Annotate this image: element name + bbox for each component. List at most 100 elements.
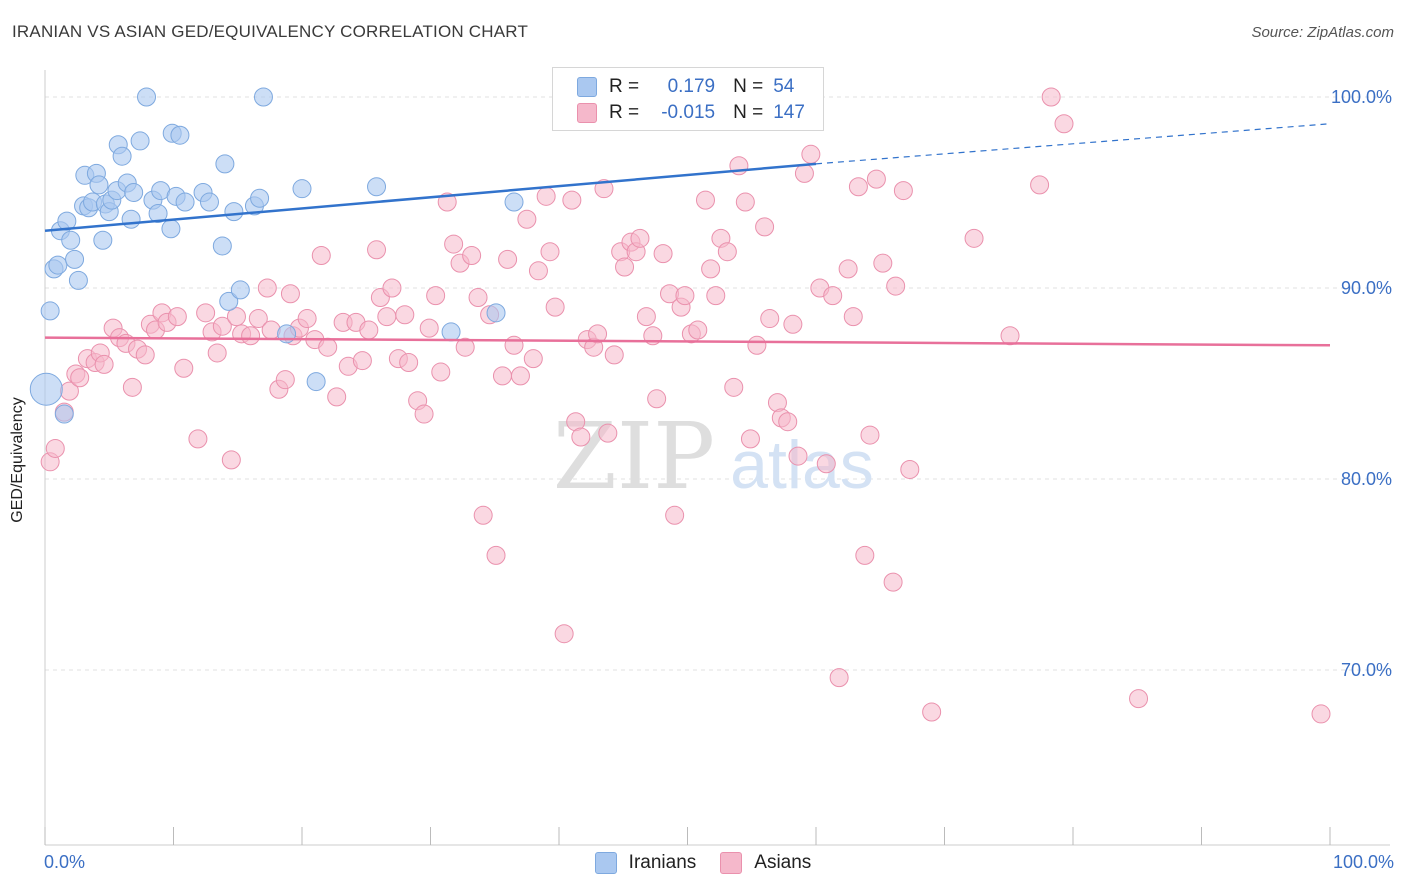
iranians-trendline	[44, 162, 817, 232]
asian-point	[352, 351, 372, 371]
iranian-point	[486, 303, 506, 323]
iranian-point	[306, 372, 326, 392]
asian-point	[426, 286, 446, 306]
legend-item-asians[interactable]: Asians	[720, 852, 811, 874]
asian-point	[70, 368, 90, 388]
legend-label-iranians: Iranians	[628, 852, 697, 873]
asian-point	[510, 366, 530, 386]
axes	[44, 70, 1390, 846]
iranian-point	[175, 192, 195, 212]
asian-point	[598, 423, 618, 443]
legend-n-value: 147	[773, 102, 805, 123]
iranian-point	[253, 87, 273, 107]
asian-point	[318, 337, 338, 357]
asian-point	[893, 181, 913, 201]
asian-point	[883, 572, 903, 592]
asian-point	[873, 253, 893, 273]
iranian-point	[40, 301, 60, 321]
iranians-points	[29, 87, 704, 424]
asian-point	[275, 370, 295, 390]
asian-point	[248, 309, 268, 329]
legend-label-asians: Asians	[754, 852, 812, 873]
asian-point	[257, 278, 277, 298]
asian-point	[382, 278, 402, 298]
asian-point	[688, 320, 708, 340]
asian-point	[196, 303, 216, 323]
iranian-point	[212, 236, 232, 256]
asian-point	[755, 217, 775, 237]
legend-swatch-asians	[720, 852, 743, 874]
iranian-point	[215, 154, 235, 174]
asian-point	[395, 305, 415, 325]
iranian-point	[199, 192, 219, 212]
asian-point	[1054, 114, 1074, 134]
asian-point	[536, 186, 556, 206]
iranian-point	[68, 270, 88, 290]
asian-point	[675, 286, 695, 306]
asian-point	[562, 190, 582, 210]
iranian-point	[57, 211, 77, 231]
asian-point	[747, 335, 767, 355]
asian-point	[359, 320, 379, 340]
iranian-point	[250, 188, 270, 208]
asian-point	[473, 505, 493, 525]
asian-point	[701, 259, 721, 279]
asian-point	[860, 425, 880, 445]
asian-point	[855, 545, 875, 565]
asian-point	[706, 286, 726, 306]
asian-point	[492, 366, 512, 386]
source-label: Source: ZipAtlas.com	[1251, 24, 1394, 41]
asian-point	[122, 377, 142, 397]
asian-point	[377, 307, 397, 327]
asian-point	[280, 284, 300, 304]
asian-point	[311, 246, 331, 266]
asian-point	[866, 169, 886, 189]
iranian-point	[65, 249, 85, 269]
iranian-point	[367, 177, 387, 197]
legend-n-label: N =	[733, 76, 764, 97]
asian-point	[1311, 704, 1331, 724]
stats-legend: R = 0.179 N = 54 R = -0.015 N = 147	[552, 67, 824, 131]
asian-point	[327, 387, 347, 407]
legend-item-iranians[interactable]: Iranians	[594, 852, 697, 874]
asian-point	[794, 163, 814, 183]
iranian-point	[121, 209, 141, 229]
iranian-point	[170, 125, 190, 145]
iranian-point	[130, 131, 150, 151]
asian-point	[665, 505, 685, 525]
asians-points	[40, 87, 1331, 724]
asians-trendline	[44, 336, 1331, 347]
iranian-point	[48, 255, 68, 275]
iranian-point	[124, 183, 144, 202]
chart-title: IRANIAN VS ASIAN GED/EQUIVALENCY CORRELA…	[12, 22, 529, 41]
asian-point	[695, 190, 715, 210]
asian-point	[174, 358, 194, 378]
y-tick-90: 90.0%	[1340, 278, 1392, 298]
legend-swatch-asians	[577, 103, 597, 123]
asian-point	[517, 209, 537, 229]
iranian-point	[504, 192, 524, 212]
asian-point	[788, 446, 808, 466]
asian-point	[823, 286, 843, 306]
asian-point	[414, 404, 434, 424]
asian-point	[843, 307, 863, 327]
asian-point	[829, 668, 849, 688]
iranian-point	[29, 372, 63, 406]
asian-point	[816, 454, 836, 474]
asian-point	[419, 318, 439, 338]
asian-point	[367, 240, 387, 260]
asian-point	[838, 259, 858, 279]
asian-point	[801, 144, 821, 164]
asian-point	[900, 459, 920, 479]
asian-point	[226, 307, 246, 327]
x-tick-100: 100.0%	[1332, 852, 1394, 872]
iranian-point	[137, 87, 157, 107]
asian-point	[444, 234, 464, 254]
iranian-point	[230, 280, 250, 300]
legend-row-asians: R = -0.015 N = 147	[577, 101, 805, 125]
asian-point	[778, 412, 798, 432]
trendlines	[44, 123, 1331, 347]
asian-point	[528, 261, 548, 281]
iranian-point	[148, 204, 168, 224]
